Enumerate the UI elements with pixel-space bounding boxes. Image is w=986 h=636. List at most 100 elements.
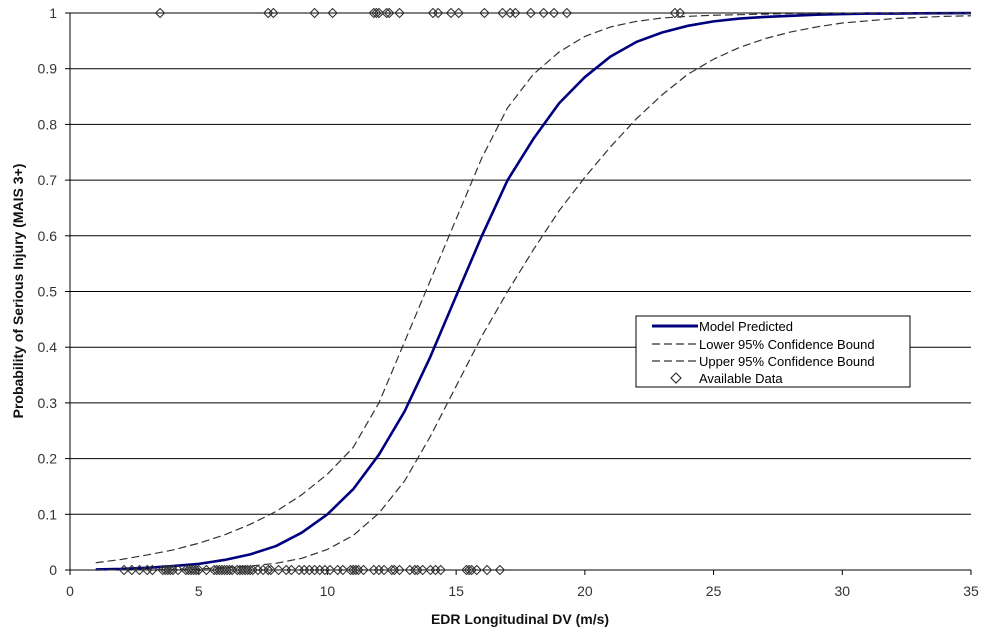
data-point-uninjured (262, 564, 274, 576)
data-point-uninjured (244, 564, 256, 576)
data-point-injured (432, 7, 444, 19)
data-point-injured (268, 7, 279, 19)
data-point-uninjured (319, 564, 331, 576)
data-point-uninjured (214, 564, 225, 576)
data-point-uninjured (162, 564, 174, 576)
data-point-uninjured (257, 564, 269, 576)
data-point-uninjured (247, 564, 259, 576)
data-point-uninjured (226, 564, 238, 576)
data-point-uninjured (265, 564, 277, 576)
data-point-injured (371, 7, 382, 19)
data-point-injured (309, 7, 320, 19)
data-point-uninjured (147, 564, 158, 576)
data-point-uninjured (463, 564, 475, 576)
x-tick-label: 5 (195, 583, 203, 599)
legend-label-upper-bound: Upper 95% Confidence Bound (699, 354, 875, 369)
data-point-uninjured (201, 564, 212, 576)
data-point-injured (381, 7, 392, 19)
y-tick-label: 0 (49, 562, 57, 578)
data-point-uninjured (141, 564, 153, 576)
data-point-injured (427, 7, 439, 19)
data-point-uninjured (239, 564, 251, 576)
data-point-uninjured (332, 564, 344, 576)
data-point-uninjured (309, 564, 320, 576)
data-point-uninjured (350, 564, 362, 576)
data-point-uninjured (417, 564, 428, 576)
data-point-uninjured (190, 564, 202, 576)
legend-swatch-available-data (670, 372, 682, 384)
data-point-uninjured (430, 564, 441, 576)
legend-label-model-predicted: Model Predicted (699, 319, 793, 334)
y-tick-label: 0.8 (38, 116, 58, 132)
data-point-uninjured (126, 564, 138, 576)
tick-labels: 00.10.20.30.40.50.60.70.80.910 5 10 15 20 25 3… (38, 5, 979, 599)
x-tick-label: 35 (963, 583, 979, 599)
data-point-uninjured (425, 564, 436, 576)
model-predicted-line (95, 11, 972, 571)
data-point-uninjured (172, 564, 184, 576)
y-tick-label: 0.4 (38, 339, 58, 355)
x-tick-label: 10 (320, 583, 336, 599)
data-point-uninjured (208, 564, 220, 576)
data-point-uninjured (304, 564, 315, 576)
y-tick-label: 0.5 (38, 284, 58, 300)
data-point-injured (561, 7, 573, 19)
x-tick-label: 25 (706, 583, 722, 599)
y-tick-label: 0.3 (38, 395, 58, 411)
y-tick-label: 0.9 (38, 61, 58, 77)
legend: Model Predicted Lower 95% Confidence Bou… (635, 315, 911, 388)
lower-95-bound-line (95, 12, 972, 564)
data-point-uninjured (404, 564, 416, 576)
data-point-uninjured (219, 564, 230, 576)
data-point-uninjured (481, 564, 493, 576)
x-tick-label: 30 (834, 583, 850, 599)
data-point-injured (394, 7, 405, 19)
legend-box (635, 315, 911, 388)
data-point-uninjured (118, 564, 130, 576)
data-point-uninjured (252, 564, 264, 576)
data-point-uninjured (242, 564, 253, 576)
data-point-injured (479, 7, 490, 19)
x-tick-label: 15 (448, 583, 464, 599)
data-point-uninjured (386, 564, 398, 576)
data-point-uninjured (345, 564, 356, 576)
data-point-uninjured (298, 564, 310, 576)
data-point-uninjured (185, 564, 197, 576)
y-axis-title: Probability of Serious Injury (MAIS 3+) (10, 164, 26, 419)
legend-label-lower-bound: Lower 95% Confidence Bound (699, 337, 875, 352)
data-point-uninjured (232, 564, 243, 576)
data-point-injured (525, 7, 537, 19)
data-point-uninjured (409, 564, 421, 576)
data-point-injured (154, 7, 166, 19)
data-point-injured (445, 7, 457, 19)
data-point-uninjured (157, 564, 168, 576)
data-point-uninjured (273, 564, 284, 576)
data-point-injured (327, 7, 338, 19)
data-point-uninjured (314, 564, 325, 576)
data-point-injured (373, 7, 385, 19)
data-point-injured (548, 7, 560, 19)
data-point-uninjured (337, 564, 349, 576)
data-point-uninjured (466, 564, 477, 576)
data-point-injured (504, 7, 516, 19)
data-point-uninjured (159, 564, 171, 576)
data-markers (118, 7, 686, 576)
data-point-uninjured (234, 564, 246, 576)
data-point-injured (510, 7, 521, 19)
data-point-uninjured (347, 564, 359, 576)
x-tick-label: 0 (66, 583, 74, 599)
data-point-injured (669, 7, 681, 19)
data-point-uninjured (165, 564, 176, 576)
data-point-uninjured (188, 564, 199, 576)
data-point-uninjured (211, 564, 223, 576)
y-tick-label: 0.6 (38, 228, 58, 244)
data-point-uninjured (180, 564, 192, 576)
data-point-injured (262, 7, 274, 19)
data-point-uninjured (494, 564, 506, 576)
data-point-uninjured (378, 564, 390, 576)
data-point-injured (453, 7, 464, 19)
data-point-uninjured (293, 564, 305, 576)
data-point-injured (383, 7, 395, 19)
data-point-uninjured (373, 564, 385, 576)
